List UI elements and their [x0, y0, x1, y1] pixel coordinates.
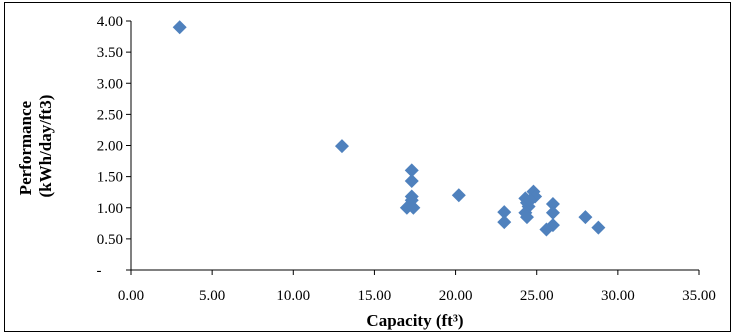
data-point — [545, 205, 560, 220]
y-tick-label: 1.00 — [97, 201, 123, 217]
x-tick-label: 0.00 — [118, 288, 144, 304]
x-tick-label: 20.00 — [439, 288, 473, 304]
y-tick-label: 3.50 — [97, 45, 123, 61]
data-point — [172, 20, 187, 35]
x-tick-label: 35.00 — [682, 288, 716, 304]
data-point — [578, 210, 593, 225]
data-points — [172, 20, 606, 237]
data-point — [406, 200, 421, 215]
y-tick-label: 1.50 — [97, 170, 123, 186]
x-tick-label: 15.00 — [358, 288, 392, 304]
data-point — [334, 139, 349, 154]
y-tick-label: 4.00 — [97, 14, 123, 30]
y-tick-label: - — [97, 263, 102, 279]
x-tick-label: 30.00 — [601, 288, 635, 304]
x-axis-ticks: 0.00 5.00 10.00 15.00 20.00 25.00 30.00 35.00 — [118, 270, 716, 304]
y-tick-label: 3.00 — [97, 76, 123, 92]
data-point — [523, 193, 538, 208]
data-point — [404, 173, 419, 188]
y-axis-title-line-2: (kWh/day/ft3) — [36, 95, 55, 198]
data-point — [539, 222, 554, 237]
y-axis-title-line-1: Performance — [16, 100, 35, 195]
data-point — [451, 188, 466, 203]
data-point — [497, 215, 512, 230]
y-axis-ticks: - 0.50 1.00 1.50 2.00 2.50 3.00 3.50 4.00 — [97, 14, 131, 279]
y-tick-label: 2.00 — [97, 139, 123, 155]
data-point — [519, 210, 534, 225]
chart-frame — [4, 2, 731, 332]
data-point — [591, 220, 606, 235]
y-axis-title: Performance (kWh/day/ft3) — [16, 95, 55, 198]
x-tick-label: 5.00 — [199, 288, 225, 304]
y-tick-label: 2.50 — [97, 107, 123, 123]
data-point — [497, 205, 512, 220]
x-axis-title: Capacity (ft³) — [366, 311, 463, 330]
x-tick-label: 10.00 — [276, 288, 310, 304]
y-tick-label: 0.50 — [97, 232, 123, 248]
data-point — [545, 197, 560, 212]
x-tick-label: 25.00 — [520, 288, 554, 304]
data-point — [404, 163, 419, 178]
